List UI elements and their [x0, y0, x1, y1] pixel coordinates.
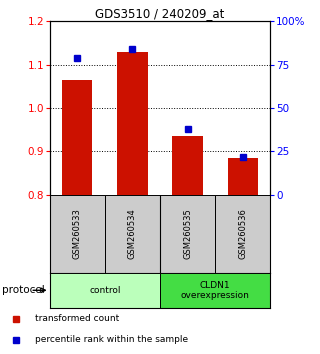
Bar [50, 273, 160, 308]
Text: transformed count: transformed count [35, 314, 119, 323]
Bar [228, 158, 258, 195]
Text: CLDN1
overexpression: CLDN1 overexpression [181, 281, 250, 300]
Text: GSM260535: GSM260535 [183, 208, 192, 259]
Bar [160, 195, 215, 273]
Text: control: control [89, 286, 121, 295]
Text: GSM260533: GSM260533 [73, 208, 82, 259]
Bar [160, 273, 270, 308]
Text: protocol: protocol [2, 285, 44, 295]
Bar [215, 195, 270, 273]
Bar [50, 195, 105, 273]
Bar [62, 80, 92, 195]
Text: percentile rank within the sample: percentile rank within the sample [35, 335, 188, 344]
Bar [105, 195, 160, 273]
Bar [117, 52, 148, 195]
Bar [172, 136, 203, 195]
Title: GDS3510 / 240209_at: GDS3510 / 240209_at [95, 7, 225, 20]
Text: GSM260536: GSM260536 [238, 208, 247, 259]
Text: GSM260534: GSM260534 [128, 208, 137, 259]
